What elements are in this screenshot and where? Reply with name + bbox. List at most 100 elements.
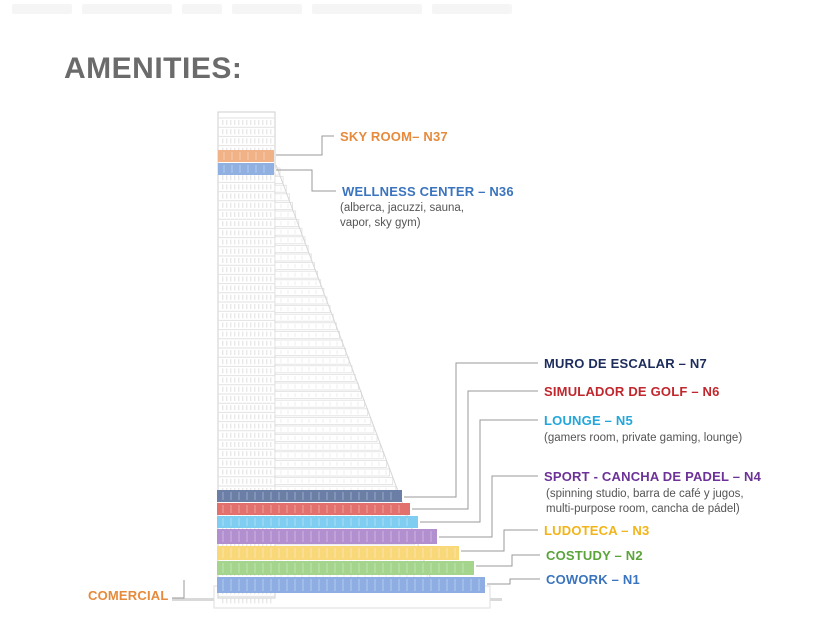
window bbox=[238, 322, 240, 328]
window bbox=[226, 386, 228, 392]
window bbox=[246, 451, 248, 457]
window bbox=[250, 442, 252, 447]
window bbox=[266, 432, 268, 438]
cantilever-floor bbox=[274, 193, 290, 202]
leader-cowork bbox=[487, 578, 540, 585]
window bbox=[238, 258, 240, 263]
window bbox=[266, 386, 268, 392]
window bbox=[246, 368, 248, 374]
window bbox=[254, 212, 256, 217]
window bbox=[230, 598, 232, 604]
window bbox=[246, 340, 248, 346]
window bbox=[250, 129, 252, 135]
cantilever-floor bbox=[274, 236, 306, 245]
window bbox=[222, 405, 224, 411]
window bbox=[242, 414, 244, 420]
window bbox=[226, 460, 228, 466]
window bbox=[258, 331, 260, 337]
window bbox=[266, 598, 268, 604]
window bbox=[230, 340, 232, 346]
window bbox=[270, 331, 272, 337]
window bbox=[258, 120, 260, 125]
window bbox=[250, 294, 252, 300]
window bbox=[254, 230, 256, 236]
window bbox=[230, 386, 232, 392]
window bbox=[250, 212, 252, 217]
window bbox=[262, 469, 264, 475]
cantilever-floor bbox=[274, 201, 293, 210]
window bbox=[238, 460, 240, 466]
window bbox=[258, 368, 260, 374]
window bbox=[254, 405, 256, 411]
window bbox=[258, 359, 260, 365]
window bbox=[226, 423, 228, 429]
window bbox=[234, 414, 236, 420]
window bbox=[262, 598, 264, 604]
window bbox=[242, 248, 244, 254]
window bbox=[262, 120, 264, 125]
window bbox=[250, 322, 252, 328]
window bbox=[230, 193, 232, 199]
window bbox=[226, 405, 228, 411]
band-ludoteca bbox=[217, 546, 459, 560]
window bbox=[270, 432, 272, 438]
window bbox=[266, 396, 268, 401]
window bbox=[222, 221, 224, 227]
window bbox=[222, 368, 224, 374]
cantilever-floor bbox=[274, 210, 297, 219]
window bbox=[238, 239, 240, 245]
window bbox=[246, 322, 248, 328]
window bbox=[226, 368, 228, 374]
window bbox=[230, 331, 232, 337]
window bbox=[238, 193, 240, 199]
detail-wellness-1: (alberca, jacuzzi, sauna, bbox=[340, 202, 465, 214]
window bbox=[222, 304, 224, 309]
window bbox=[242, 193, 244, 199]
window bbox=[258, 258, 260, 263]
window bbox=[242, 350, 244, 355]
window bbox=[254, 175, 256, 181]
window bbox=[254, 331, 256, 337]
label-sport: SPORT - CANCHA DE PADEL – N4 bbox=[544, 469, 761, 484]
window bbox=[230, 138, 232, 144]
window bbox=[250, 331, 252, 337]
window bbox=[270, 267, 272, 273]
window bbox=[250, 460, 252, 466]
window bbox=[222, 230, 224, 236]
window bbox=[250, 258, 252, 263]
window bbox=[230, 377, 232, 383]
window bbox=[246, 423, 248, 429]
window bbox=[270, 304, 272, 309]
window bbox=[258, 230, 260, 236]
window bbox=[266, 478, 268, 484]
window bbox=[238, 304, 240, 309]
window bbox=[258, 193, 260, 199]
window bbox=[246, 212, 248, 217]
window bbox=[254, 451, 256, 457]
window bbox=[242, 258, 244, 263]
window bbox=[230, 230, 232, 236]
window bbox=[270, 285, 272, 291]
window bbox=[230, 478, 232, 484]
window bbox=[242, 396, 244, 401]
window bbox=[234, 294, 236, 300]
window bbox=[258, 294, 260, 300]
window bbox=[230, 221, 232, 227]
window bbox=[258, 129, 260, 135]
window bbox=[270, 193, 272, 199]
window bbox=[230, 248, 232, 254]
window bbox=[234, 423, 236, 429]
window bbox=[234, 368, 236, 374]
window bbox=[238, 276, 240, 282]
window bbox=[262, 423, 264, 429]
window bbox=[262, 396, 264, 401]
window bbox=[250, 202, 252, 208]
window bbox=[250, 405, 252, 411]
page-title: AMENITIES: bbox=[64, 52, 243, 85]
window bbox=[258, 212, 260, 217]
cantilever-floor bbox=[274, 451, 384, 460]
window bbox=[242, 368, 244, 374]
window bbox=[222, 175, 224, 181]
window bbox=[246, 331, 248, 337]
window bbox=[246, 230, 248, 236]
